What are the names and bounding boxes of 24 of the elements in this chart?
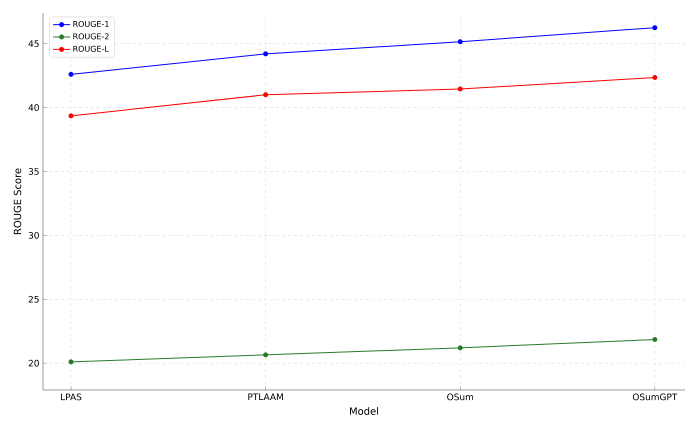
point (263, 92, 268, 98)
y-tick-label: 35 (28, 168, 39, 175)
point (652, 75, 658, 80)
x-axis-title: Model (350, 407, 378, 415)
point (68, 359, 74, 364)
point (458, 345, 463, 350)
y-tick-label: 40 (28, 104, 39, 111)
y-tick-label: 30 (28, 232, 39, 239)
y-tick-label: 25 (28, 296, 39, 303)
y-axis-title: ROUGE Score (14, 168, 22, 234)
x-tick-label: OSum (447, 394, 474, 400)
x-tick-label: LPAS (61, 394, 82, 400)
point (652, 337, 658, 342)
y-tick-label: 20 (28, 360, 39, 367)
point (68, 72, 74, 77)
y-tick-label: 45 (28, 40, 39, 47)
point (652, 25, 658, 30)
point (68, 113, 74, 118)
x-tick-label: PTLAAM (248, 394, 283, 400)
point (263, 352, 268, 358)
point (458, 86, 463, 92)
point (263, 51, 268, 56)
x-tick-label: OSumGPT (632, 394, 678, 400)
point (458, 39, 463, 44)
